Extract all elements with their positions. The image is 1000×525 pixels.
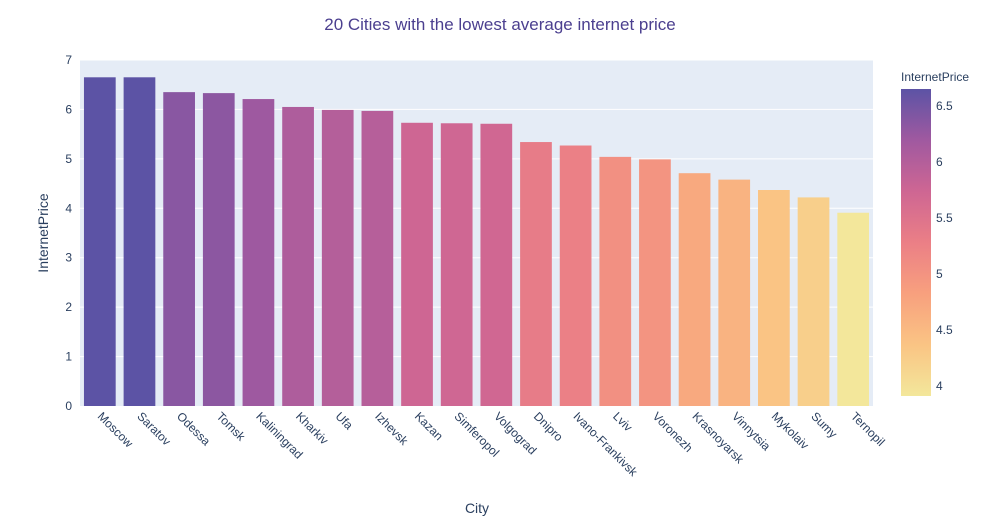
x-tick-label: Kharkiv: [293, 409, 331, 447]
bar[interactable]: [639, 159, 671, 406]
bar[interactable]: [361, 110, 394, 406]
x-tick-label: Sumy: [808, 409, 840, 441]
bar[interactable]: [480, 123, 513, 407]
x-tick-label: Lviv: [610, 409, 635, 434]
bar[interactable]: [678, 173, 711, 406]
x-tick-label: Izhevsk: [372, 409, 411, 448]
bar[interactable]: [758, 189, 790, 406]
bar[interactable]: [83, 77, 116, 407]
x-tick-label: Mykolaiv: [769, 409, 812, 452]
x-axis-title: City: [465, 500, 489, 516]
y-tick-label: 5: [65, 152, 72, 166]
colorbar: InternetPrice 4 4.5 5 5.5 6 6.5: [901, 70, 969, 396]
x-tick-label: Kazan: [412, 409, 446, 443]
colorbar-tick-label: 6.5: [936, 99, 953, 113]
x-tick-label: Odessa: [174, 409, 213, 448]
bar[interactable]: [440, 123, 473, 407]
x-tick-label: Tomsk: [214, 409, 249, 444]
chart-title: 20 Cities with the lowest average intern…: [324, 15, 676, 34]
bar[interactable]: [202, 93, 235, 407]
x-tick-label: Moscow: [95, 409, 136, 450]
colorbar-tick-label: 4.5: [936, 323, 953, 337]
plot-background: [80, 60, 873, 406]
colorbar-tick-label: 5: [936, 267, 943, 281]
colorbar-ticks: 4 4.5 5 5.5 6 6.5: [936, 99, 953, 393]
bar[interactable]: [718, 179, 751, 406]
colorbar-title: InternetPrice: [901, 70, 969, 84]
bar[interactable]: [599, 156, 632, 406]
bar[interactable]: [321, 109, 354, 407]
colorbar-tick-label: 4: [936, 379, 943, 393]
bar[interactable]: [797, 197, 830, 406]
y-tick-label: 4: [65, 201, 72, 215]
bar[interactable]: [837, 212, 870, 406]
x-tick-label: Ternopil: [848, 409, 888, 449]
y-tick-label: 2: [65, 300, 72, 314]
bar[interactable]: [401, 122, 433, 406]
y-tick-label: 6: [65, 102, 72, 116]
bar[interactable]: [163, 92, 195, 406]
colorbar-tick-label: 5.5: [936, 211, 953, 225]
x-tick-label: Voronezh: [650, 409, 696, 455]
bar[interactable]: [242, 99, 275, 406]
y-axis-ticks: 0 1 2 3 4 5 6 7: [65, 53, 72, 413]
colorbar-gradient: [901, 89, 931, 396]
bar[interactable]: [123, 77, 156, 407]
y-tick-label: 3: [65, 251, 72, 265]
bar[interactable]: [282, 106, 314, 406]
bar[interactable]: [520, 142, 552, 406]
y-axis-title: InternetPrice: [35, 193, 51, 273]
y-tick-label: 0: [65, 399, 72, 413]
x-tick-label: Ufa: [333, 409, 356, 432]
bars: [83, 77, 870, 407]
bar[interactable]: [559, 145, 592, 407]
y-tick-label: 1: [65, 350, 72, 364]
colorbar-tick-label: 6: [936, 155, 943, 169]
y-tick-label: 7: [65, 53, 72, 67]
x-tick-label: Dnipro: [531, 409, 566, 444]
x-tick-label: Saratov: [134, 409, 173, 448]
